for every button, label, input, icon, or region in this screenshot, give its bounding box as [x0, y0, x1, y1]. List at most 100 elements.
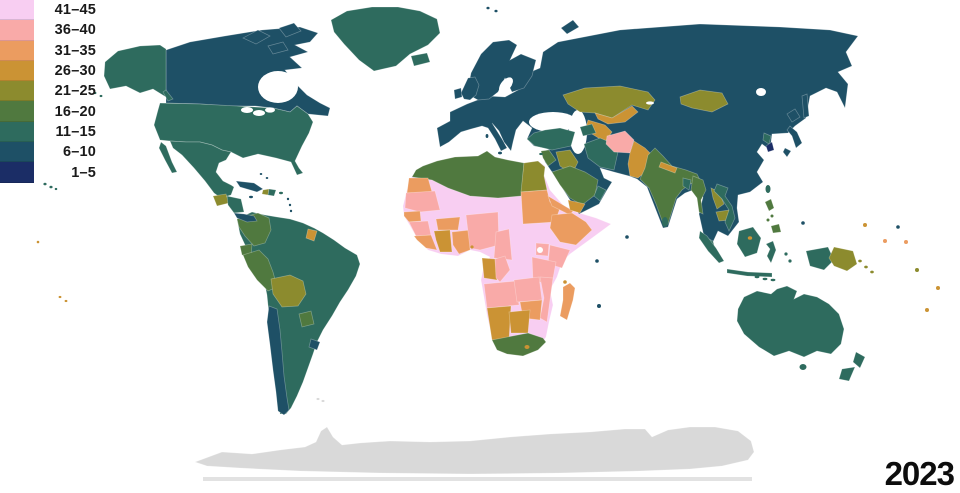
- lake-balkhash: [646, 101, 654, 105]
- corsica-sardinia-dot: [485, 134, 489, 138]
- country-angola: [483, 280, 520, 309]
- vanuatu-dot: [915, 268, 919, 272]
- country-uruguay: [308, 338, 321, 351]
- legend-swatch-21-25: [0, 81, 34, 102]
- mauritius-reunion-dot: [597, 304, 601, 308]
- legend-swatch-26-30: [0, 60, 34, 82]
- nauru-kiribati-dot: [883, 239, 887, 243]
- country-uzbekistan: [594, 105, 639, 125]
- arctic-islands-north: [278, 22, 302, 38]
- country-oman: [593, 185, 607, 202]
- country-dominican-republic: [267, 188, 277, 197]
- antarctica: [193, 426, 755, 475]
- country-japan-honshu: [786, 125, 803, 149]
- country-uk: [460, 76, 480, 101]
- arctic-islands-west: [242, 29, 271, 45]
- country-usa: [153, 102, 314, 176]
- country-ivory-coast: [433, 229, 453, 253]
- legend-row: 31–35: [0, 40, 96, 61]
- legend-row: 6–10: [0, 142, 96, 163]
- year-label: 2023: [884, 455, 955, 492]
- country-ireland: [453, 87, 463, 100]
- legend-label-36-40: 36–40: [54, 22, 96, 39]
- kiribati-dot: [36, 240, 40, 244]
- country-philippines-mindanao: [770, 223, 782, 234]
- country-yemen: [567, 199, 586, 214]
- taiwan-dot: [765, 185, 771, 193]
- indonesia-sulawesi: [765, 240, 777, 264]
- hudson-bay: [258, 71, 298, 103]
- philippines-dot: [770, 214, 774, 218]
- country-burkina-faso: [435, 216, 461, 231]
- lesser-sunda-dot: [754, 275, 760, 279]
- lake-victoria: [537, 247, 543, 253]
- country-nepal: [658, 161, 678, 174]
- caspian-sea: [569, 110, 587, 154]
- falkland-islands: [316, 397, 320, 401]
- french-polynesia-dot: [64, 299, 68, 303]
- bahamas-dot: [265, 177, 269, 179]
- black-sea: [529, 112, 577, 132]
- country-costa-rica-panama: [233, 212, 258, 223]
- antarctica-ice-shelf: [203, 477, 752, 481]
- country-south-korea: [765, 141, 775, 153]
- country-kazakhstan: [562, 85, 656, 119]
- country-zambia: [513, 276, 543, 303]
- legend-swatch-1-5: [0, 162, 34, 183]
- palau-dot: [801, 221, 805, 225]
- legend-swatch-6-10: [0, 142, 34, 163]
- aleutian-island-dot: [99, 94, 103, 98]
- legend-row: 26–30: [0, 60, 96, 82]
- indonesia-west-papua: [805, 246, 835, 271]
- new-zealand-north: [852, 351, 866, 369]
- svalbard-dot: [486, 6, 490, 10]
- aleutian-island-dot: [93, 91, 97, 95]
- country-vietnam: [713, 183, 736, 232]
- puerto-rico-dot: [279, 191, 283, 195]
- country-mozambique: [539, 276, 554, 323]
- country-bolivia: [270, 274, 307, 308]
- alaska-panhandle: [162, 89, 174, 102]
- legend: 41–45 36–40 31–35 26–30 21–25 16–20 11–1…: [0, 0, 96, 183]
- seychelles-dot: [625, 235, 629, 239]
- great-lakes-west: [241, 107, 253, 113]
- cyprus-dot: [539, 152, 543, 156]
- country-syria-levant: [540, 149, 557, 167]
- great-lakes-mid: [253, 110, 265, 116]
- sicily-dot: [498, 151, 502, 155]
- country-mongolia: [679, 89, 729, 113]
- moluccas-dot: [788, 259, 792, 263]
- country-myanmar: [690, 175, 707, 215]
- legend-swatch-31-35: [0, 40, 34, 61]
- tonga-dot: [925, 308, 929, 312]
- legend-label-6-10: 6–10: [62, 144, 96, 161]
- country-bangladesh: [682, 177, 692, 191]
- legend-swatch-36-40: [0, 20, 34, 41]
- sri-lanka-dot: [662, 217, 668, 227]
- lesser-sunda-dot: [770, 278, 776, 282]
- region-scandinavia: [466, 39, 537, 101]
- legend-row: 36–40: [0, 20, 96, 41]
- country-western-sahara: [406, 177, 433, 194]
- okhotsk-inlet: [756, 88, 766, 96]
- lesser-antilles-dot: [289, 209, 293, 213]
- legend-label-31-35: 31–35: [54, 42, 96, 59]
- nauru-kiribati-dot: [904, 240, 908, 244]
- sea-of-okhotsk: [809, 94, 831, 114]
- hawaii-dot: [43, 182, 47, 186]
- tasmania-dot: [799, 364, 807, 370]
- country-madagascar: [559, 282, 576, 321]
- country-japan-kyushu: [782, 147, 792, 158]
- country-paraguay: [298, 310, 315, 328]
- country-sierra-leone-liberia: [413, 234, 438, 251]
- legend-row: 41–45: [0, 0, 96, 21]
- country-chile: [266, 305, 290, 416]
- legend-label-21-25: 21–25: [54, 83, 96, 100]
- country-congo: [494, 255, 511, 283]
- lesotho-dot: [524, 345, 530, 349]
- new-zealand-south: [838, 366, 856, 382]
- country-cameroon: [493, 228, 513, 261]
- legend-row: 16–20: [0, 101, 96, 122]
- country-iceland: [410, 52, 431, 67]
